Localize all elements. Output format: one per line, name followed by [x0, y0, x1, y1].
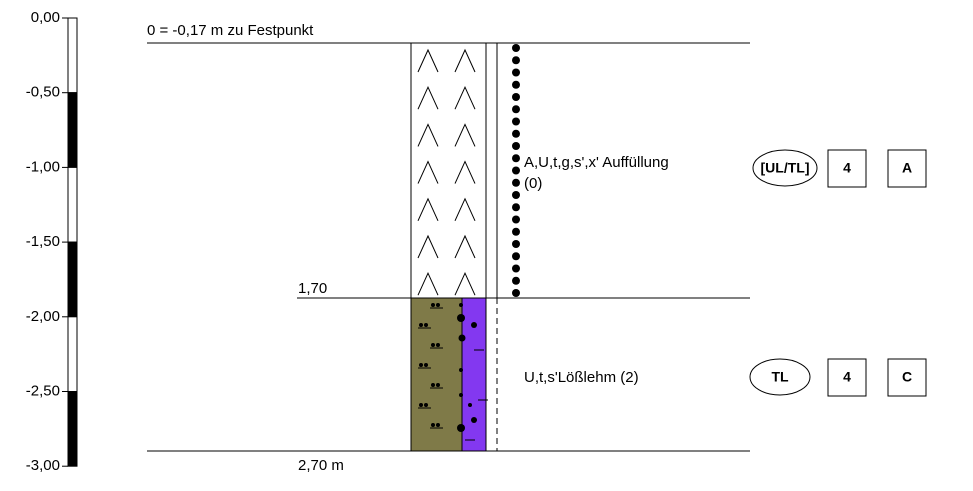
depth-label: 2,70 m	[298, 457, 344, 474]
gravel-dot	[512, 130, 520, 138]
purple-symbol	[471, 417, 477, 423]
loess-symbol	[424, 403, 428, 407]
scale-label: -3,00	[26, 457, 60, 474]
gravel-dot	[512, 105, 520, 113]
loess-symbol	[424, 363, 428, 367]
loess-symbol	[424, 323, 428, 327]
gravel-dot	[512, 81, 520, 89]
scale-segment	[68, 18, 77, 93]
layer-description: A,U,t,g,s',x' Auffüllung	[524, 154, 669, 171]
loess-symbol	[436, 343, 440, 347]
code-label: A	[902, 160, 912, 176]
gravel-dot	[512, 56, 520, 64]
soil-group: TL	[771, 369, 789, 385]
layer-description: U,t,s'Lößlehm (2)	[524, 369, 639, 386]
loess-symbol	[431, 343, 435, 347]
loess-symbol	[436, 423, 440, 427]
gravel-dot	[512, 93, 520, 101]
gravel-dot	[512, 203, 520, 211]
reference-label: 0 = -0,17 m zu Festpunkt	[147, 22, 314, 39]
gravel-dot	[512, 191, 520, 199]
purple-symbol	[457, 424, 465, 432]
gravel-dot	[512, 69, 520, 77]
scale-label: -0,50	[26, 84, 60, 101]
loess-symbol	[431, 303, 435, 307]
depth-label: 1,70	[298, 280, 327, 297]
purple-symbol	[457, 314, 465, 322]
gravel-dot	[512, 142, 520, 150]
scale-label: -2,50	[26, 382, 60, 399]
loess-layer-purple	[462, 298, 486, 451]
gravel-dot	[512, 228, 520, 236]
gravel-dot	[512, 44, 520, 52]
loess-symbol	[419, 323, 423, 327]
loess-symbol	[431, 383, 435, 387]
loess-symbol	[436, 303, 440, 307]
depth-scale: 0,00 -0,50 -1,00 -1,50 -2,00 -2,50 -3,00	[26, 9, 77, 474]
borehole-profile: 0,00 -0,50 -1,00 -1,50 -2,00 -2,50 -3,00 0 = -…	[0, 0, 973, 486]
scale-label: -1,50	[26, 233, 60, 250]
scale-segment	[68, 242, 77, 317]
soil-group: [UL/TL]	[761, 160, 810, 176]
gravel-dot	[512, 216, 520, 224]
loess-symbol	[419, 403, 423, 407]
gravel-dot	[512, 277, 520, 285]
code-label: C	[902, 369, 912, 385]
loess-symbol	[419, 363, 423, 367]
gravel-dot	[512, 289, 520, 297]
scale-segment	[68, 167, 77, 242]
scale-segment	[68, 317, 77, 392]
gravel-dot	[512, 265, 520, 273]
gravel-dot	[512, 179, 520, 187]
purple-symbol	[459, 393, 463, 397]
purple-symbol	[459, 303, 463, 307]
fill-layer	[411, 43, 486, 298]
scale-label: -1,00	[26, 158, 60, 175]
purple-symbol	[468, 403, 472, 407]
purple-symbol	[471, 322, 477, 328]
gravel-dot	[512, 240, 520, 248]
loess-symbol	[436, 383, 440, 387]
purple-symbol	[459, 335, 466, 342]
scale-label: -2,00	[26, 308, 60, 325]
scale-segment	[68, 93, 77, 168]
side-column	[486, 43, 497, 298]
class-label: 4	[843, 369, 851, 385]
scale-segment	[68, 392, 77, 467]
gravel-dot	[512, 252, 520, 260]
layer-note: (0)	[524, 175, 542, 192]
scale-label: 0,00	[31, 9, 60, 26]
gravel-dot	[512, 167, 520, 175]
purple-symbol	[459, 368, 463, 372]
class-label: 4	[843, 160, 851, 176]
gravel-dot	[512, 118, 520, 126]
loess-symbol	[431, 423, 435, 427]
gravel-dot	[512, 154, 520, 162]
column	[411, 43, 520, 451]
